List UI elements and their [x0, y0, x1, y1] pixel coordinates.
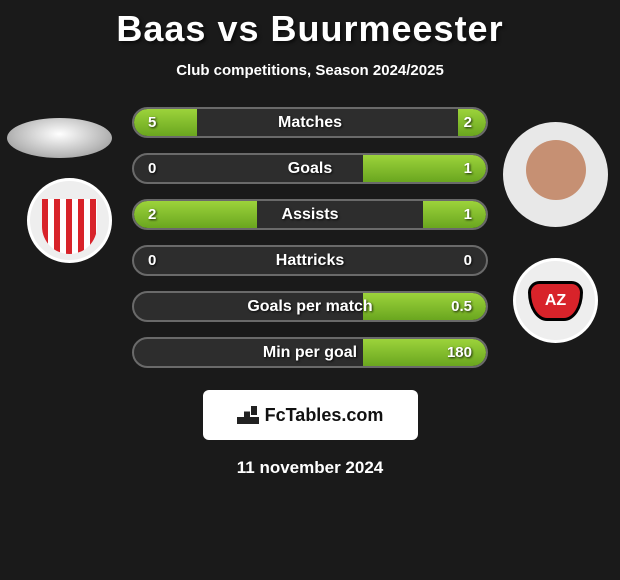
player-photo-left [7, 118, 112, 158]
stat-label: Matches [278, 114, 342, 132]
club-logo-left [27, 178, 112, 263]
stat-value-right: 0.5 [451, 298, 472, 315]
subtitle: Club competitions, Season 2024/2025 [0, 62, 620, 79]
bar-chart-icon [237, 406, 259, 424]
date-line: 11 november 2024 [0, 458, 620, 478]
page-title: Baas vs Buurmeester [0, 0, 620, 50]
sparta-stripes-icon [42, 199, 97, 254]
player-photo-right [503, 122, 608, 227]
stat-row: 0 Hattricks 0 [132, 245, 488, 276]
az-shield-icon: AZ [528, 281, 583, 321]
stat-value-left: 2 [148, 206, 156, 223]
stat-row: Goals per match 0.5 [132, 291, 488, 322]
stat-label: Goals [288, 160, 332, 178]
stat-value-left: 0 [148, 252, 156, 269]
stat-value-right: 1 [464, 206, 472, 223]
stat-value-right: 180 [447, 344, 472, 361]
stat-value-right: 2 [464, 114, 472, 131]
stat-row: 5 Matches 2 [132, 107, 488, 138]
stat-label: Assists [282, 206, 339, 224]
stat-value-right: 0 [464, 252, 472, 269]
player-head-icon [526, 140, 586, 200]
stat-value-left: 0 [148, 160, 156, 177]
club-logo-right: AZ [513, 258, 598, 343]
stat-value-right: 1 [464, 160, 472, 177]
stat-row: 0 Goals 1 [132, 153, 488, 184]
stat-label: Goals per match [247, 298, 372, 316]
fctables-label: FcTables.com [265, 405, 384, 426]
stat-bar-right [423, 201, 486, 228]
fctables-badge: FcTables.com [203, 390, 418, 440]
stat-label: Hattricks [276, 252, 344, 270]
stat-row: 2 Assists 1 [132, 199, 488, 230]
stat-label: Min per goal [263, 344, 357, 362]
stat-value-left: 5 [148, 114, 156, 131]
stat-bar-left [134, 109, 197, 136]
stat-row: Min per goal 180 [132, 337, 488, 368]
